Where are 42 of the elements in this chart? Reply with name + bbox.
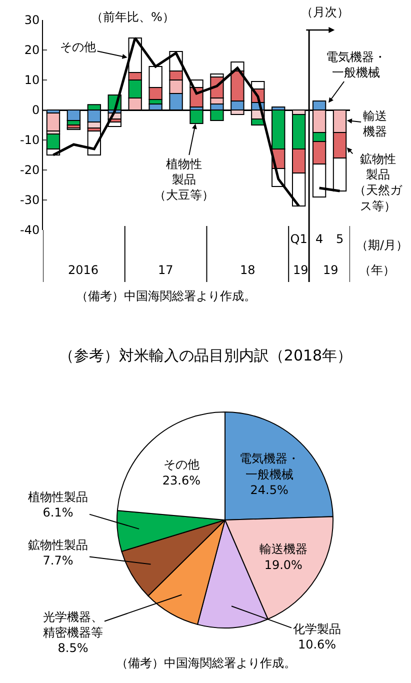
data-label: 19.0% <box>264 558 302 572</box>
legend-label: 輸送機器 <box>363 109 387 139</box>
text: （年） <box>359 263 395 277</box>
series-label: 鉱物性製品（天然ガス等） <box>354 152 403 213</box>
slice-label: 電気機器・一般機械 <box>239 452 300 482</box>
text: 19 <box>323 263 338 277</box>
data-label: 23.6% <box>162 473 201 488</box>
y-tick-label: -40 <box>20 223 40 238</box>
slice-label: 光学機器、精密機器等 <box>43 610 103 640</box>
data-label: 10.6% <box>298 638 336 652</box>
y-tick-label: 10 <box>24 73 40 88</box>
text: 植物性製品（大豆等） <box>154 157 214 202</box>
y-tick-label: -20 <box>20 163 40 178</box>
data-label: 24.5% <box>250 482 288 497</box>
y-tick-label: 0 <box>32 103 40 118</box>
y-tick-label: 20 <box>24 43 40 58</box>
y-tick-label: 30 <box>24 13 40 28</box>
slice-label: 植物性製品 <box>28 490 88 504</box>
y-tick-label: -10 <box>20 133 40 148</box>
chart-title: （参考）対米輸入の品目別内訳（2018年） <box>58 346 352 364</box>
slice-label: その他 <box>163 458 200 472</box>
text: その他 <box>60 40 96 54</box>
y-axis-title: （前年比、%） <box>91 10 174 24</box>
data-label: 6.1% <box>42 506 74 520</box>
text: 19 <box>293 263 308 277</box>
x-tick-label: 5 <box>336 232 344 246</box>
series-label: 電気機器・一般機械 <box>326 50 386 80</box>
data-label: 8.5% <box>58 641 88 656</box>
text: （備考）中国海関総署より作成。 <box>76 289 256 303</box>
text: 18 <box>240 263 256 277</box>
x-tick-label: 4 <box>315 232 324 246</box>
y-tick-label: -30 <box>20 193 40 208</box>
text: 17 <box>158 263 174 277</box>
text: （月次） <box>301 5 349 19</box>
text: （期/月） <box>356 238 408 252</box>
text: （備考）中国海関総署より作成。 <box>116 656 296 670</box>
x-tick-label: Q1 <box>290 232 308 246</box>
text: 2016 <box>68 263 99 277</box>
slice-label: 化学製品 <box>293 622 341 636</box>
slice-label: 鉱物性製品 <box>28 538 88 552</box>
slice-label: 輸送機器 <box>259 542 308 556</box>
data-label: 7.7% <box>42 554 74 568</box>
